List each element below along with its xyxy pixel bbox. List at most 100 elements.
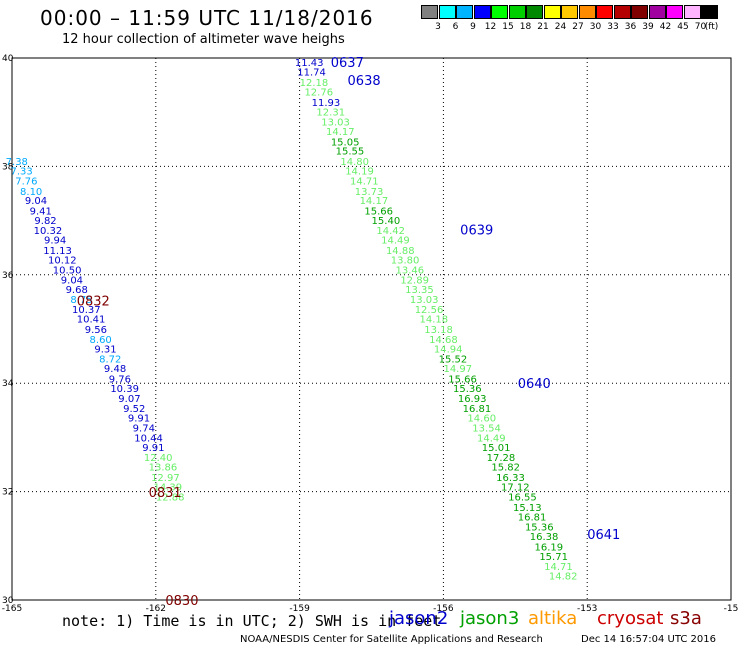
swh-value-label: 15.40 — [372, 216, 401, 227]
swh-value-label: 10.37 — [72, 305, 101, 316]
swh-value-label: 9.76 — [109, 374, 131, 385]
swh-value-label: 8.72 — [99, 354, 121, 365]
swh-value-label: 15.66 — [364, 206, 393, 217]
page-subtitle: 12 hour collection of altimeter wave hei… — [62, 32, 345, 47]
swh-value-label: 9.07 — [118, 394, 140, 405]
color-swatch — [613, 5, 631, 19]
swh-value-label: 14.68 — [429, 335, 458, 346]
swh-value-label: 10.41 — [77, 315, 106, 326]
swh-value-label: 8.75 — [70, 295, 92, 306]
swh-value-label: 12.97 — [151, 473, 180, 484]
color-swatch — [701, 5, 718, 19]
swh-value-label: 7.76 — [15, 176, 37, 187]
swh-value-label: 13.35 — [405, 285, 434, 296]
swh-value-label: 10.39 — [110, 384, 139, 395]
swh-value-label: 9.56 — [85, 325, 107, 336]
pass-time-label: 0637 — [331, 56, 364, 71]
color-swatch-label: 45 — [677, 22, 689, 32]
swh-value-label: 13.03 — [321, 117, 350, 128]
swh-value-label: 13.18 — [424, 325, 453, 336]
swh-value-label: 17.12 — [501, 483, 530, 494]
swh-value-label: 9.31 — [94, 345, 116, 356]
color-swatch — [421, 5, 438, 19]
swh-value-label: 13.73 — [355, 187, 384, 198]
x-tick-label: -15 — [724, 604, 739, 614]
x-tick-label: -153 — [577, 604, 597, 614]
swh-value-label: 14.80 — [340, 157, 369, 168]
color-swatch-label: 3 — [435, 22, 441, 32]
swh-value-label: 8.10 — [20, 187, 42, 198]
color-swatch — [578, 5, 596, 19]
color-swatch — [683, 5, 701, 19]
credit-line: NOAA/NESDIS Center for Satellite Applica… — [240, 634, 543, 645]
swh-value-label: 17.28 — [487, 453, 516, 464]
pass-time-label: 0830 — [165, 594, 198, 609]
swh-value-label: 9.82 — [34, 216, 56, 227]
color-swatch — [561, 5, 578, 19]
y-tick-label: 30 — [2, 596, 14, 606]
swh-value-label: 15.82 — [491, 463, 520, 474]
y-tick-label: 40 — [2, 54, 14, 64]
swh-value-label: 13.86 — [149, 463, 178, 474]
swh-value-label: 16.81 — [518, 513, 547, 524]
swh-value-label: 15.01 — [482, 443, 511, 454]
swh-value-label: 10.32 — [34, 226, 63, 237]
swh-value-label: 15.36 — [453, 384, 482, 395]
swh-value-label: 15.05 — [331, 137, 360, 148]
color-swatch-label: 18 — [519, 22, 532, 32]
pass-time-label: 0641 — [587, 528, 620, 543]
swh-value-label: 14.94 — [434, 345, 463, 356]
swh-value-label: 11.13 — [43, 246, 72, 257]
swh-value-label: 14.17 — [360, 196, 389, 207]
swh-value-label: 15.55 — [336, 147, 365, 158]
color-swatch-label: 33 — [607, 22, 619, 32]
swh-value-label: 14.71 — [544, 562, 573, 573]
color-swatch-label: 36 — [624, 22, 637, 32]
swh-value-label: 16.33 — [496, 473, 525, 484]
swh-value-label: 13.80 — [391, 256, 420, 267]
swh-value-label: 15.71 — [539, 552, 568, 563]
satellite-s3a: s3a — [670, 608, 702, 629]
x-tick-label: -156 — [433, 604, 454, 614]
swh-value-label: 12.40 — [144, 453, 173, 464]
satellite-cryosat: cryosat — [597, 608, 664, 629]
swh-value-label: 9.91 — [128, 413, 150, 424]
color-swatch-label: 42 — [659, 22, 672, 32]
color-swatch-label: 70 — [694, 22, 707, 32]
swh-value-label: 16.38 — [530, 532, 559, 543]
swh-value-label: 16.19 — [535, 542, 564, 553]
generation-timestamp: Dec 14 16:57:04 UTC 2016 — [581, 634, 716, 645]
swh-value-label: 9.52 — [123, 404, 145, 415]
swh-value-label: 14.82 — [549, 572, 578, 583]
pass-time-label: 0640 — [518, 377, 551, 392]
color-swatch — [648, 5, 666, 19]
swh-value-label: 14.71 — [350, 176, 379, 187]
color-scale-legend: 3 6 9 12 15 18 21 24 27 30 33 36 39 42 45 70 (ft) — [421, 5, 729, 35]
swh-value-label: 12.56 — [415, 305, 444, 316]
swh-value-label: 7.38 — [6, 157, 28, 168]
pass-time-label: 0638 — [348, 74, 381, 89]
color-scale-unit: (ft) — [704, 22, 719, 32]
swh-value-label: 9.68 — [66, 285, 88, 296]
color-swatch — [491, 5, 508, 19]
color-swatch-label: 15 — [502, 22, 514, 32]
swh-value-label: 9.04 — [25, 196, 47, 207]
swh-value-label: 11.93 — [312, 98, 341, 109]
swh-value-label: 10.12 — [48, 256, 77, 267]
swh-value-label: 9.41 — [30, 206, 52, 217]
color-swatch-label: 6 — [452, 22, 459, 32]
swh-value-label: 15.66 — [448, 374, 477, 385]
color-swatch-label: 27 — [572, 22, 584, 32]
pass-time-label: 0639 — [460, 223, 493, 238]
swh-value-label: 13.54 — [472, 424, 501, 435]
swh-value-label: 8.60 — [90, 335, 112, 346]
color-swatch — [508, 5, 526, 19]
satellite-jason2: jason2 — [389, 608, 449, 629]
swh-value-label: 15.52 — [439, 354, 468, 365]
swh-value-label: 11.74 — [297, 68, 326, 79]
swh-value-label: 14.88 — [386, 246, 415, 257]
swh-value-label: 9.04 — [61, 276, 83, 287]
color-swatch-label: 39 — [642, 22, 654, 32]
